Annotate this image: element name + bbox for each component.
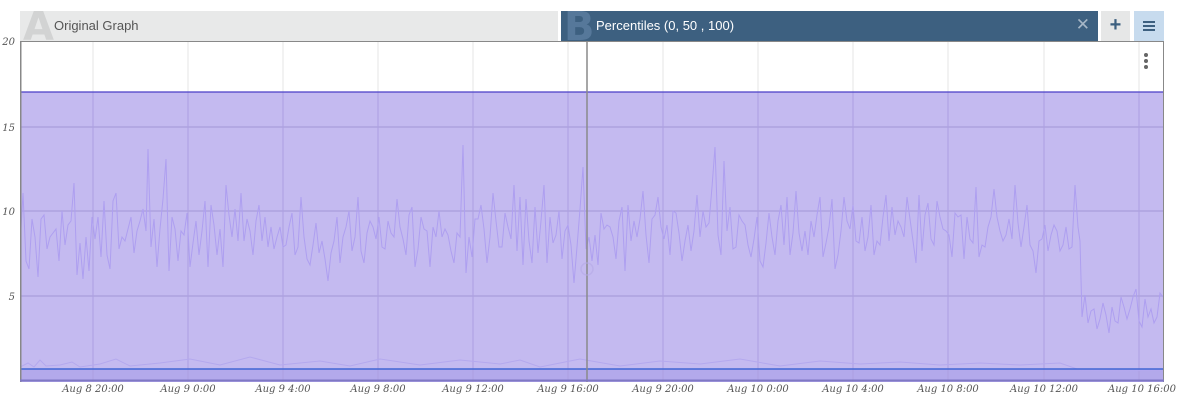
tab-label: Percentiles (0, 50 , 100) [596,18,735,33]
x-tick-label: Aug 10 12:00 [1010,384,1078,395]
chart-plot-area[interactable] [20,41,1164,382]
tab-label: Original Graph [54,18,139,33]
add-tab-button[interactable]: + [1101,11,1130,41]
x-tick-label: Aug 9 20:00 [632,384,694,395]
x-tick-label: Aug 9 0:00 [160,384,216,395]
kebab-vertical-icon[interactable] [1143,53,1149,71]
p100-area [20,92,1164,382]
y-tick-label: 20 [2,37,15,48]
close-icon[interactable]: ✕ [1075,15,1090,34]
x-tick-label: Aug 9 8:00 [350,384,406,395]
tab-original-graph[interactable]: A Original Graph [20,11,558,41]
x-tick-label: Aug 9 12:00 [442,384,504,395]
vertical-gridlines [92,92,1140,382]
tab-letter-b: B [564,11,595,41]
x-tick-label: Aug 10 16:00 [1108,384,1176,395]
tab-letter-a: A [23,11,54,41]
y-tick-label: 15 [2,123,15,134]
x-tick-label: Aug 10 8:00 [917,384,979,395]
x-tick-label: Aug 8 20:00 [62,384,124,395]
p50-line [20,144,1164,334]
x-tick-label: Aug 9 4:00 [255,384,311,395]
x-tick-label: Aug 10 0:00 [727,384,789,395]
x-tick-label: Aug 10 4:00 [822,384,884,395]
plus-icon: + [1109,14,1122,36]
menu-button[interactable] [1134,11,1164,41]
x-tick-label: Aug 9 16:00 [537,384,599,395]
tab-percentiles[interactable]: B Percentiles (0, 50 , 100) ✕ [561,11,1098,41]
y-tick-label: 5 [8,292,15,303]
y-tick-label: 10 [2,207,15,218]
vertical-gridlines-top [92,41,1140,92]
